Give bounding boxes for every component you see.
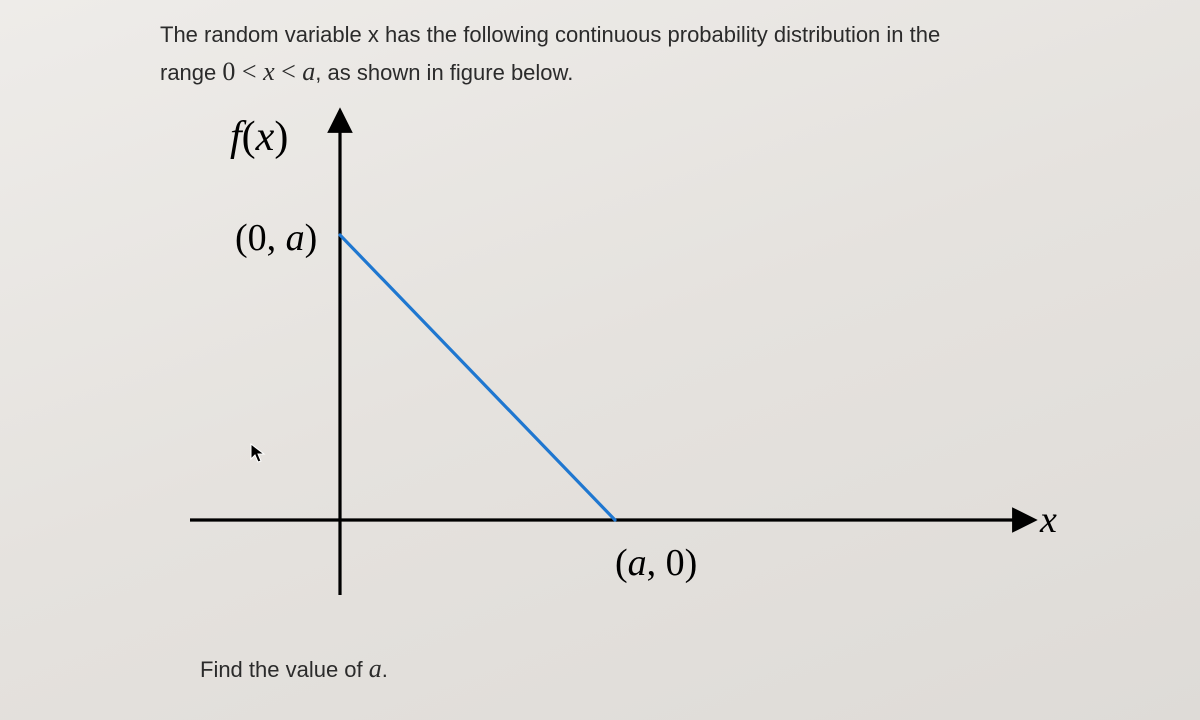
pdf-figure: f(x) x (0, a) (a, 0) [160,100,1060,620]
chart-svg: f(x) x (0, a) (a, 0) [160,100,1060,620]
problem-statement: The random variable x has the following … [160,18,1160,92]
svg-text:(0, a): (0, a) [235,217,317,259]
svg-text:x: x [1039,499,1057,541]
find-variable: a [369,654,382,683]
problem-line1: The random variable x has the following … [160,22,940,47]
find-suffix: . [382,657,388,682]
page: The random variable x has the following … [0,0,1200,720]
problem-range-math: 0 < x < a [222,57,315,86]
svg-text:f(x): f(x) [230,114,288,160]
problem-line2-suffix: , as shown in figure below. [315,60,573,85]
find-prompt: Find the value of a. [200,654,388,684]
find-prefix: Find the value of [200,657,369,682]
svg-text:(a, 0): (a, 0) [615,542,697,584]
problem-line2-prefix: range [160,60,222,85]
